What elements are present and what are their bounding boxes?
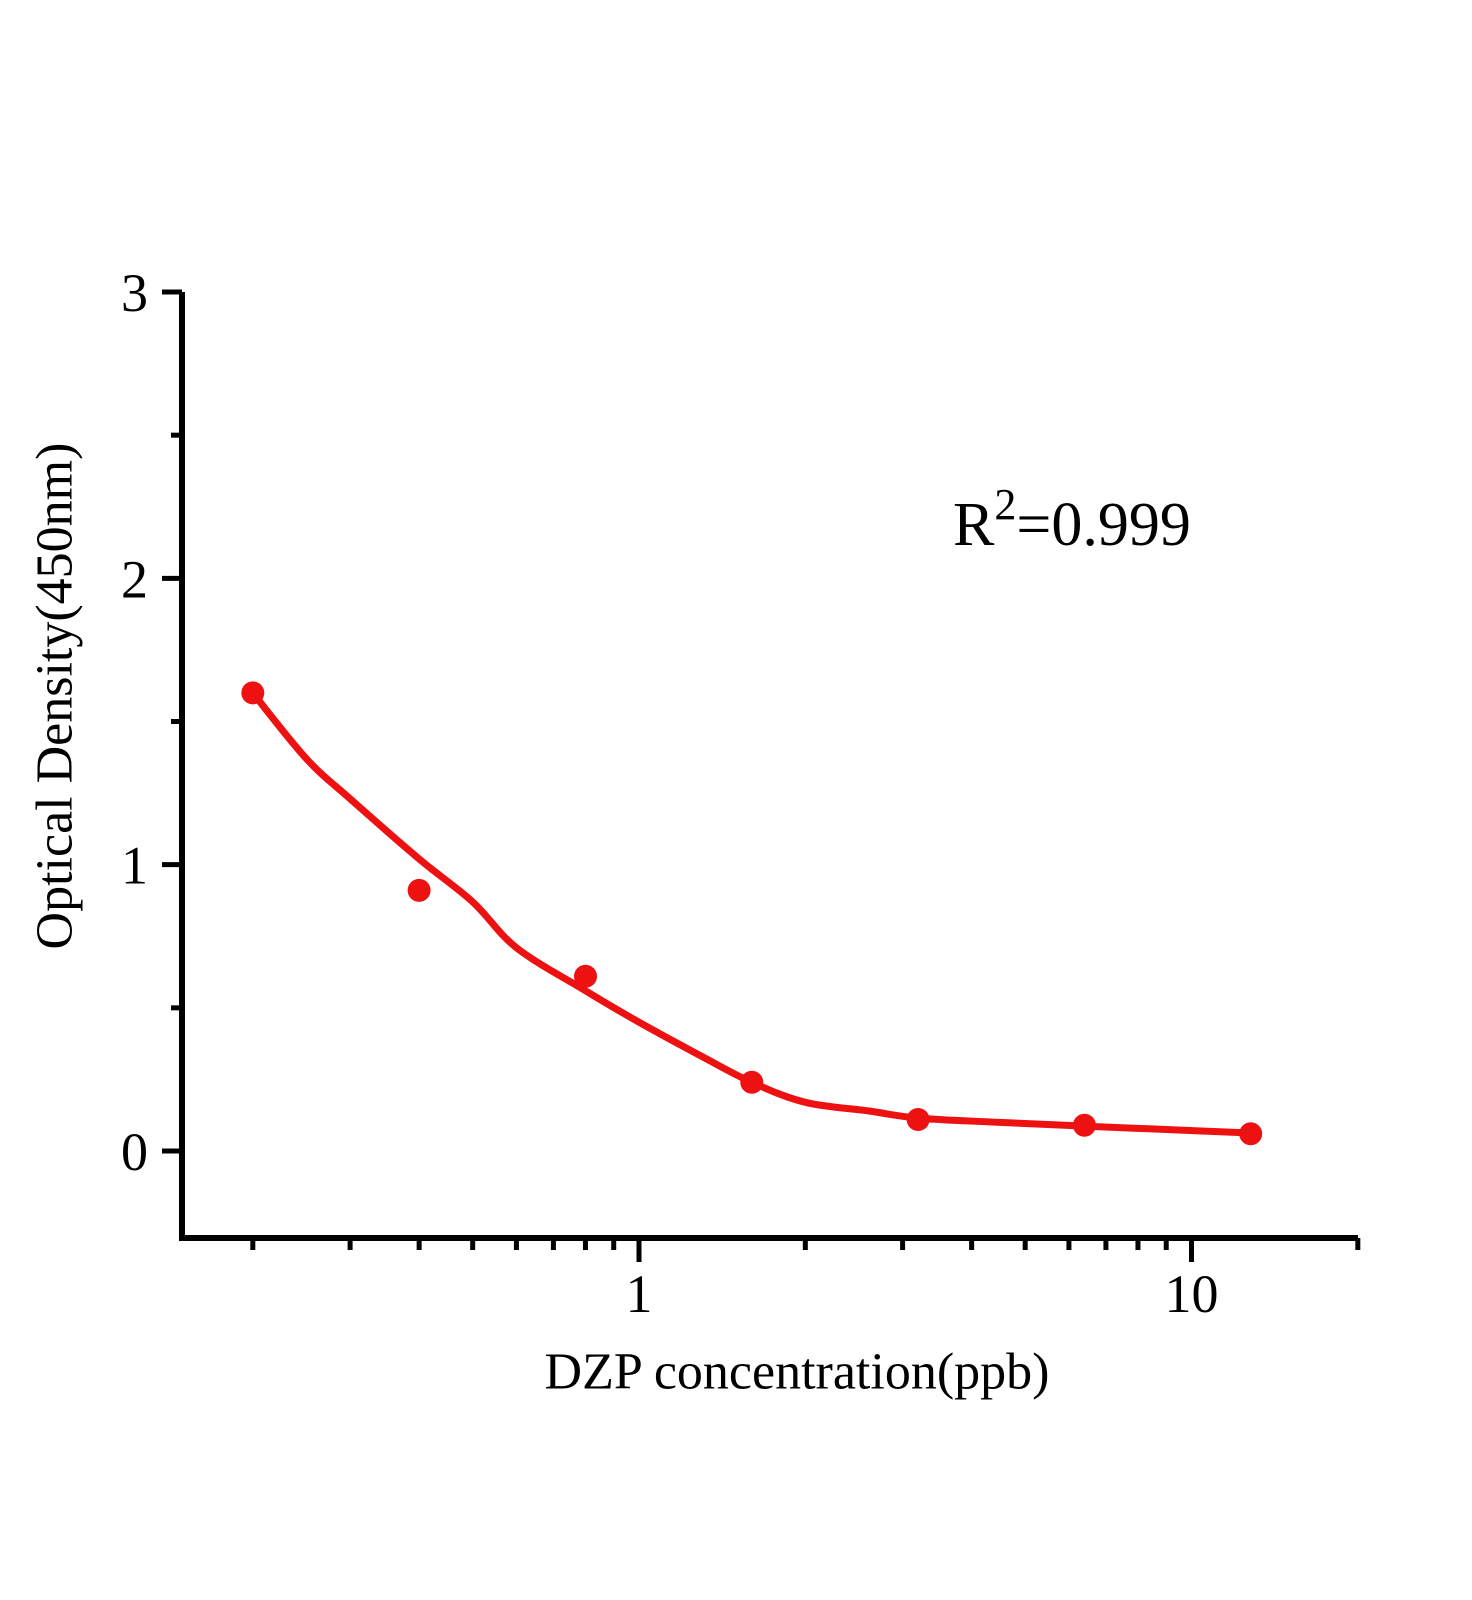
r-squared-base: R [953, 491, 995, 559]
r-squared-value: =0.999 [1016, 491, 1191, 559]
x-tick-label: 1 [626, 1264, 653, 1324]
y-tick-label: 2 [121, 549, 148, 609]
data-point [241, 681, 265, 705]
data-point [906, 1108, 930, 1131]
y-tick-label: 3 [121, 263, 148, 323]
fit-curve [249, 689, 1255, 1137]
data-point [740, 1070, 764, 1094]
y-tick-label: 0 [121, 1122, 148, 1182]
r-squared-annotation: R2=0.999 [953, 483, 1191, 559]
data-point [1239, 1122, 1263, 1146]
data-point [1072, 1113, 1096, 1137]
axis-frame [179, 292, 1358, 1241]
y-tick-label: 1 [121, 836, 148, 896]
data-point [574, 964, 597, 988]
x-axis-title: DZP concentration(ppb) [544, 1343, 1050, 1401]
x-tick-label: 10 [1165, 1264, 1219, 1324]
r-squared-exponent: 2 [994, 480, 1017, 529]
y-axis-title: Optical Density(450nm) [26, 442, 84, 950]
data-point [407, 878, 431, 902]
